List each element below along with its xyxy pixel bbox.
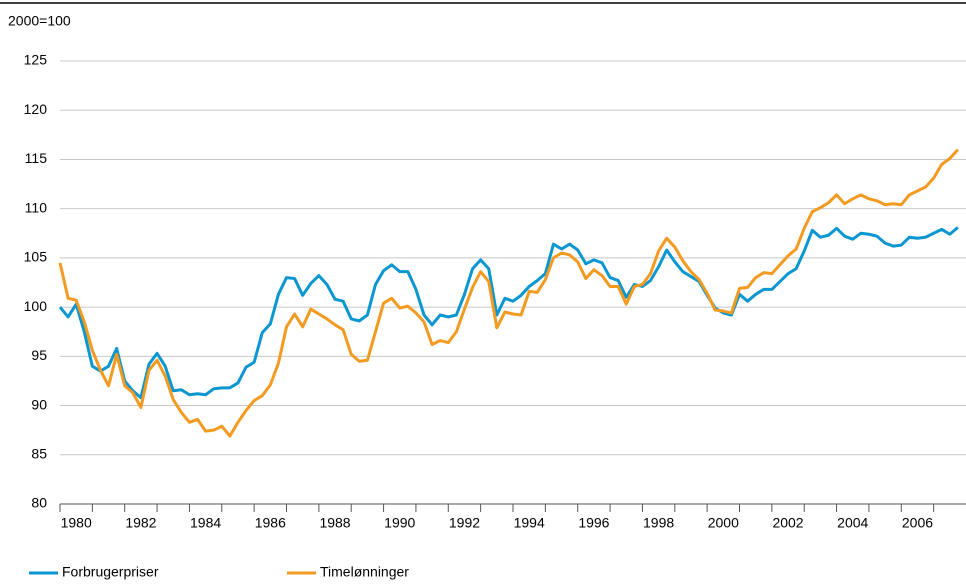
x-tick-label: 1996 (578, 515, 609, 531)
series-line (58, 226, 959, 400)
y-tick-label: 110 (25, 199, 48, 215)
legend-label: Timelønninger (320, 564, 409, 580)
y-tick-label: 115 (25, 150, 48, 166)
y-tick-label: 125 (24, 52, 48, 68)
x-tick-label: 1994 (514, 515, 545, 531)
y-tick-label: 95 (31, 347, 47, 363)
x-tick-label: 1990 (384, 515, 415, 531)
x-tick-label: 2006 (902, 515, 933, 531)
y-tick-label: 85 (31, 445, 47, 461)
x-tick-label: 1998 (643, 515, 674, 531)
x-tick-label: 1984 (190, 515, 221, 531)
x-tick-label: 1986 (255, 515, 286, 531)
y-tick-label: 90 (31, 396, 47, 412)
legend-label: Forbrugerpriser (62, 564, 159, 580)
series-line (58, 148, 960, 438)
x-tick-label: 1988 (319, 515, 350, 531)
y-tick-label: 80 (31, 495, 47, 511)
y-axis-label: 2000=100 (8, 13, 71, 29)
x-tick-label: 2002 (772, 515, 803, 531)
y-tick-label: 105 (24, 249, 48, 265)
y-tick-label: 100 (24, 298, 48, 314)
x-tick-label: 1980 (61, 515, 92, 531)
x-tick-label: 2000 (708, 515, 739, 531)
x-tick-label: 1992 (449, 515, 480, 531)
x-tick-label: 1982 (125, 515, 156, 531)
x-tick-label: 2004 (837, 515, 868, 531)
y-tick-label: 120 (24, 101, 48, 117)
